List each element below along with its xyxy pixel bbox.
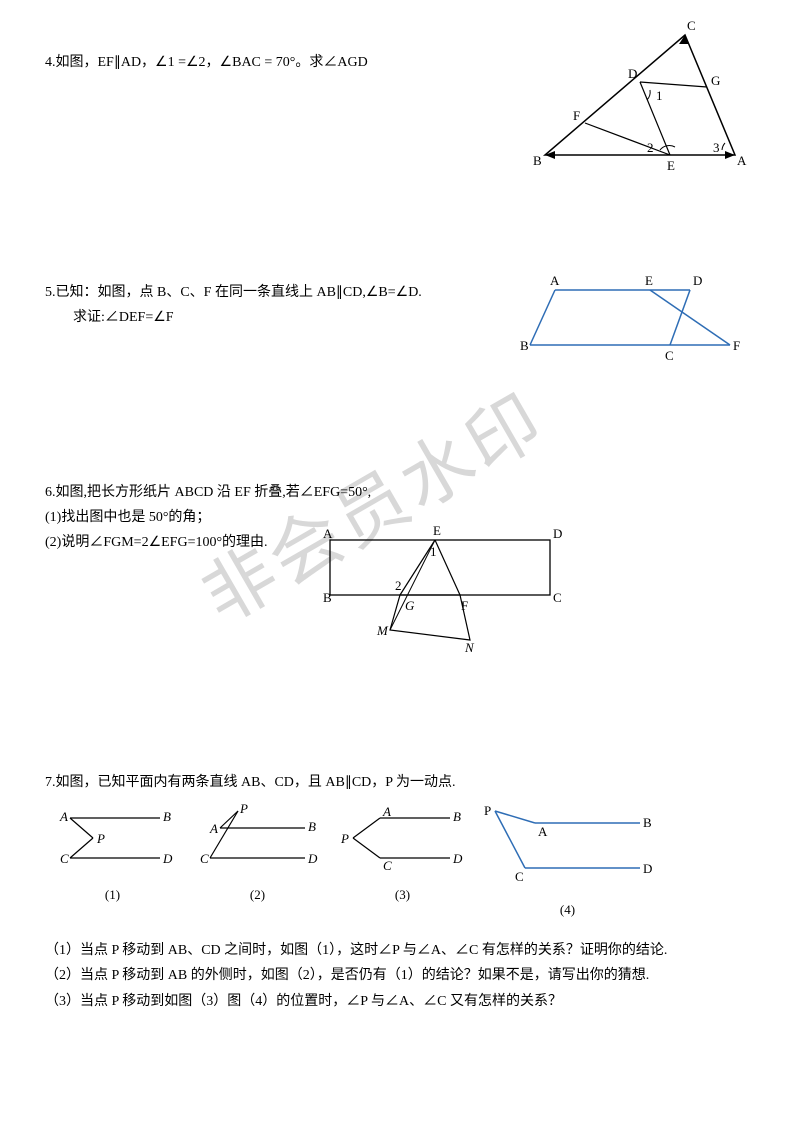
problem-7-q3: （3）当点 P 移动到如图（3）图（4）的位置时，∠P 与∠A、∠C 又有怎样的… [45,989,745,1014]
svg-text:P: P [239,803,248,816]
label-G: G [711,73,720,88]
problem-4-diagram: C B A D G F E 1 2 3 [525,20,755,185]
svg-text:A: A [538,824,548,839]
svg-text:C: C [383,858,392,873]
fig-1: A B C D P (1) [45,803,180,903]
svg-text:P: P [96,831,105,846]
svg-text:P: P [340,831,349,846]
label-M: M [376,623,389,638]
label-N: N [464,640,475,655]
label-B: B [533,153,542,168]
svg-text:A: A [209,821,218,836]
fig-1-label: (1) [45,887,180,903]
svg-text:A: A [59,809,68,824]
svg-text:D: D [162,851,173,866]
problem-6: 6.如图,把长方形纸片 ABCD 沿 EF 折叠,若∠EFG=50°, (1)找… [45,480,745,650]
label-a2: 2 [395,578,402,593]
svg-text:C: C [200,851,209,866]
label-D: D [553,526,562,541]
label-G: G [405,598,415,613]
svg-text:B: B [308,819,316,834]
svg-text:B: B [643,815,652,830]
label-D: D [693,273,702,288]
problem-7: 7.如图，已知平面内有两条直线 AB、CD，且 AB∥CD，P 为一动点. A … [45,770,745,1014]
problem-7-q1: （1）当点 P 移动到 AB、CD 之间时，如图（1），这时∠P 与∠A、∠C … [45,938,745,963]
svg-text:A: A [382,804,391,819]
label-C: C [553,590,562,605]
label-B: B [520,338,529,353]
fig-3: A B C D P (3) [335,803,470,903]
label-E: E [645,273,653,288]
svg-text:C: C [60,851,69,866]
fig-3-label: (3) [335,887,470,903]
label-F: F [461,598,468,613]
label-A: A [323,526,333,541]
problem-7-figures: A B C D P (1) A B C D [45,803,745,918]
problem-5: 5.已知：如图，点 B、C、F 在同一条直线上 AB∥CD,∠B=∠D. 求证:… [45,280,745,400]
label-E: E [433,523,441,538]
fig-4-label: (4) [480,902,655,918]
label-C: C [687,20,696,33]
label-E: E [667,158,675,173]
svg-text:B: B [453,809,461,824]
problem-6-diagram: A B C D E F G M N 1 2 [305,520,575,665]
svg-text:D: D [452,851,463,866]
label-a1: 1 [430,544,437,559]
label-A: A [550,273,560,288]
problem-4: 4.如图，EF∥AD，∠1 =∠2，∠BAC = 70°。求∠AGD [45,50,745,200]
problem-7-intro: 7.如图，已知平面内有两条直线 AB、CD，且 AB∥CD，P 为一动点. [45,770,745,795]
label-A: A [737,153,747,168]
fig-2: A B C D P (2) [190,803,325,903]
label-F: F [733,338,740,353]
problem-7-q2: （2）当点 P 移动到 AB 的外侧时，如图（2），是否仍有（1）的结论？如果不… [45,963,745,988]
label-angle3: 3 [713,140,720,155]
fig-4: A B C D P (4) [480,803,655,918]
problem-6-intro: 6.如图,把长方形纸片 ABCD 沿 EF 折叠,若∠EFG=50°, [45,480,745,505]
svg-text:B: B [163,809,171,824]
label-B: B [323,590,332,605]
problem-5-diagram: A B C D E F [515,270,745,385]
label-angle2: 2 [647,140,654,155]
svg-text:D: D [307,851,318,866]
label-F: F [573,108,580,123]
label-D: D [628,66,637,81]
fig-2-label: (2) [190,887,325,903]
svg-text:P: P [484,803,491,818]
svg-text:D: D [643,861,652,876]
label-C: C [665,348,674,363]
label-angle1: 1 [656,88,663,103]
svg-text:C: C [515,869,524,884]
